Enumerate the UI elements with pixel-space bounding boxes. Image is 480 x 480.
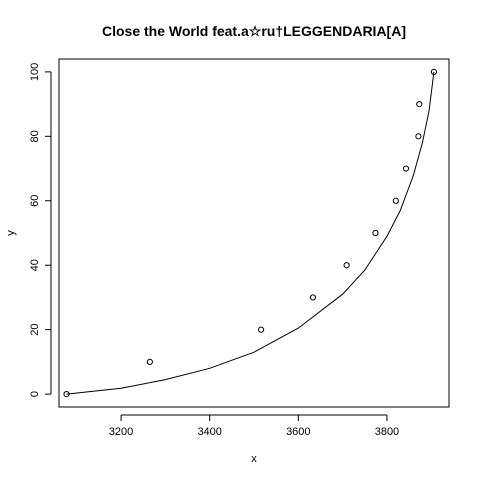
x-tick-label: 3400 [197, 426, 221, 438]
data-point [257, 326, 265, 333]
y-tick-label: 80 [29, 130, 41, 142]
data-point [430, 68, 438, 75]
fit-curve [66, 71, 435, 395]
y-tick-label: 20 [29, 324, 41, 336]
x-tick-label: 3600 [286, 426, 310, 438]
data-point [146, 358, 153, 365]
data-point [392, 197, 399, 204]
fit-curve-layer [66, 71, 435, 395]
x-axis: 3200 3400 3600 3800 [109, 414, 399, 438]
y-axis-label: y [5, 230, 17, 236]
chart-title: Close the World feat.a☆ru†LEGGENDARIA[A] [102, 23, 406, 39]
points-layer [63, 68, 438, 398]
data-point [372, 229, 379, 237]
x-tick-label: 3800 [375, 426, 399, 438]
x-axis-label: x [251, 453, 257, 465]
data-point [415, 133, 422, 140]
y-axis: 0 20 40 60 80 100 [29, 63, 52, 397]
data-point [343, 262, 350, 269]
plot-frame [58, 58, 450, 408]
x-tick-label: 3200 [109, 426, 133, 438]
data-point [416, 101, 423, 108]
y-tick-label: 0 [29, 391, 41, 397]
data-point [402, 165, 410, 172]
y-tick-label: 100 [29, 63, 41, 81]
y-tick-label: 60 [29, 195, 41, 207]
data-point [63, 391, 70, 398]
data-point [309, 294, 317, 301]
y-tick-label: 40 [29, 259, 41, 271]
